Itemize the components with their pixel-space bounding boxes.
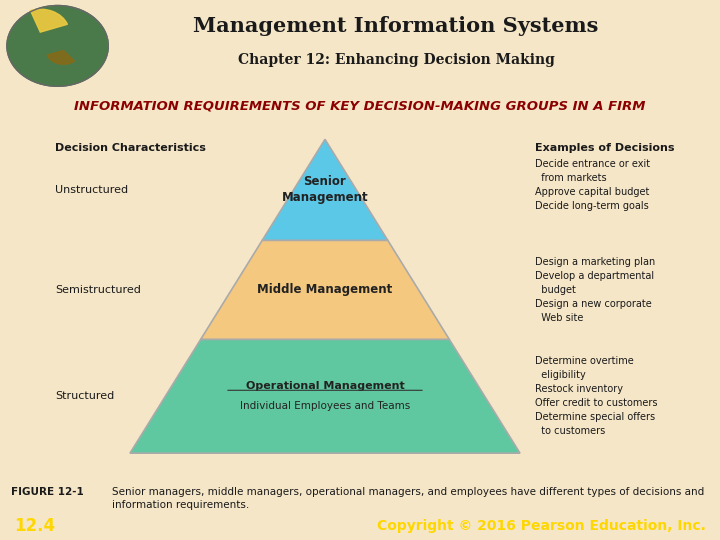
Text: Decide entrance or exit
  from markets
Approve capital budget
Decide long-term g: Decide entrance or exit from markets App… bbox=[535, 159, 650, 211]
Text: Operational Management: Operational Management bbox=[246, 381, 405, 391]
Text: INFORMATION REQUIREMENTS OF KEY DECISION-MAKING GROUPS IN A FIRM: INFORMATION REQUIREMENTS OF KEY DECISION… bbox=[74, 99, 646, 113]
Text: Decision Characteristics: Decision Characteristics bbox=[55, 143, 206, 153]
Text: Management Information Systems: Management Information Systems bbox=[193, 16, 599, 36]
Text: Determine overtime
  eligibility
Restock inventory
Offer credit to customers
Det: Determine overtime eligibility Restock i… bbox=[535, 356, 657, 436]
Text: Unstructured: Unstructured bbox=[55, 185, 128, 195]
Text: Examples of Decisions: Examples of Decisions bbox=[535, 143, 675, 153]
Text: Individual Employees and Teams: Individual Employees and Teams bbox=[240, 401, 410, 411]
Text: Chapter 12: Enhancing Decision Making: Chapter 12: Enhancing Decision Making bbox=[238, 53, 554, 66]
Text: Middle Management: Middle Management bbox=[257, 284, 392, 296]
Text: FIGURE 12-1: FIGURE 12-1 bbox=[11, 487, 84, 497]
Polygon shape bbox=[201, 240, 449, 339]
Polygon shape bbox=[130, 339, 520, 453]
Text: Structured: Structured bbox=[55, 391, 114, 401]
Text: Copyright © 2016 Pearson Education, Inc.: Copyright © 2016 Pearson Education, Inc. bbox=[377, 519, 706, 533]
Text: Senior
Management: Senior Management bbox=[282, 176, 369, 204]
Wedge shape bbox=[30, 9, 68, 32]
Text: 12.4: 12.4 bbox=[14, 517, 55, 535]
Circle shape bbox=[7, 5, 108, 86]
Text: Senior managers, middle managers, operational managers, and employees have diffe: Senior managers, middle managers, operat… bbox=[112, 487, 704, 510]
Polygon shape bbox=[262, 139, 388, 240]
Text: Semistructured: Semistructured bbox=[55, 285, 141, 295]
Text: Design a marketing plan
Develop a departmental
  budget
Design a new corporate
 : Design a marketing plan Develop a depart… bbox=[535, 257, 655, 323]
Wedge shape bbox=[47, 51, 74, 64]
